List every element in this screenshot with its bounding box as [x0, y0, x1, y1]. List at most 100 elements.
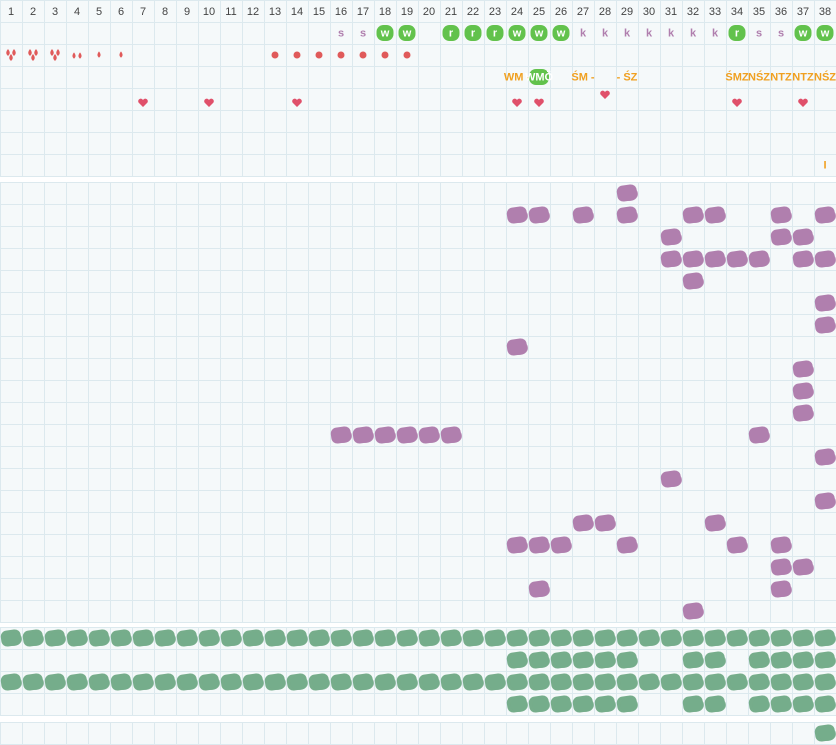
badge	[508, 25, 526, 41]
drop-icon	[72, 52, 76, 59]
blob-edge	[818, 654, 836, 668]
label-text: WM -	[504, 71, 531, 83]
blob-edge	[686, 275, 704, 289]
blob-edge	[246, 676, 264, 690]
blob-edge	[202, 632, 220, 646]
blob-edge	[290, 676, 308, 690]
blob-edge	[136, 632, 154, 646]
sign-text: k	[580, 27, 587, 39]
blob-edge	[598, 654, 616, 668]
blob-edge	[774, 676, 792, 690]
blob-edge	[510, 539, 528, 553]
day-number: 37	[797, 6, 809, 18]
blob-edge	[356, 632, 374, 646]
day-number: 1	[8, 6, 14, 18]
label-text: ŚM -	[571, 70, 595, 83]
blob-edge	[664, 473, 682, 487]
sign-text: k	[624, 27, 631, 39]
blob-edge	[774, 561, 792, 575]
blob-edge	[114, 632, 132, 646]
blob-edge	[620, 698, 638, 712]
badge	[728, 25, 746, 41]
day-number: 32	[687, 6, 699, 18]
blob-edge	[686, 605, 704, 619]
blob-edge	[26, 676, 44, 690]
blob-edge	[488, 632, 506, 646]
blob-edge	[48, 676, 66, 690]
day-number: 22	[467, 6, 479, 18]
blob-edge	[818, 495, 836, 509]
blob-edge	[796, 561, 814, 575]
blob-edge	[686, 676, 704, 690]
day-number: 34	[731, 6, 743, 18]
blob-edge	[532, 209, 550, 223]
badge	[442, 25, 460, 41]
sign-text: s	[338, 27, 344, 39]
day-number: 3	[52, 6, 58, 18]
day-number: 7	[140, 6, 146, 18]
blob-edge	[818, 253, 836, 267]
blob-edge	[752, 698, 770, 712]
day-number: 28	[599, 6, 611, 18]
blob-edge	[488, 676, 506, 690]
badge	[486, 25, 504, 41]
day-number: 6	[118, 6, 124, 18]
day-number: 31	[665, 6, 677, 18]
day-number: 29	[621, 6, 633, 18]
blob-edge	[334, 429, 352, 443]
blob-edge	[180, 676, 198, 690]
blob-edge	[576, 209, 594, 223]
blob-edge	[752, 253, 770, 267]
blob-edge	[664, 632, 682, 646]
drop-icon	[78, 52, 82, 59]
heart-icon	[600, 90, 610, 99]
dot-icon	[381, 51, 389, 59]
blob-edge	[818, 319, 836, 333]
blob-edge	[532, 539, 550, 553]
heart-icon	[732, 98, 742, 107]
sign-text: k	[668, 27, 675, 39]
blob-edge	[818, 297, 836, 311]
label-text: NTZ	[792, 71, 814, 83]
day-number: 11	[225, 6, 236, 18]
blob-edge	[312, 632, 330, 646]
heart-icon	[292, 98, 302, 107]
heart-icon	[512, 98, 522, 107]
day-number: 24	[511, 6, 523, 18]
badge	[794, 25, 812, 41]
blob-edge	[554, 676, 572, 690]
blob-edge	[510, 698, 528, 712]
drop-icon	[12, 49, 16, 56]
blob-edge	[818, 451, 836, 465]
day-number: 17	[357, 6, 369, 18]
blob-edge	[334, 632, 352, 646]
label-text: WMÖ	[525, 70, 554, 83]
day-number: 12	[247, 6, 259, 18]
sign-text: r	[735, 27, 740, 39]
blob-edge	[444, 429, 462, 443]
blob-edge	[180, 632, 198, 646]
blob-edge	[444, 632, 462, 646]
blob-edge	[708, 517, 726, 531]
blob-edge	[774, 632, 792, 646]
drop-icon	[6, 49, 10, 56]
blob-edge	[708, 676, 726, 690]
sign-text: k	[646, 27, 653, 39]
day-number: 35	[753, 6, 765, 18]
heart-icon	[138, 98, 148, 107]
blob-edge	[598, 632, 616, 646]
day-number: 10	[203, 6, 215, 18]
day-number: 8	[162, 6, 168, 18]
blob-edge	[400, 429, 418, 443]
blob-edge	[422, 676, 440, 690]
blob-edge	[796, 231, 814, 245]
badge	[464, 25, 482, 41]
drop-icon	[34, 49, 38, 56]
blob-edge	[378, 676, 396, 690]
sign-text: k	[712, 27, 719, 39]
sign-text: k	[690, 27, 697, 39]
blob-edge	[642, 632, 660, 646]
blob-edge	[466, 632, 484, 646]
heart-icon	[798, 98, 808, 107]
